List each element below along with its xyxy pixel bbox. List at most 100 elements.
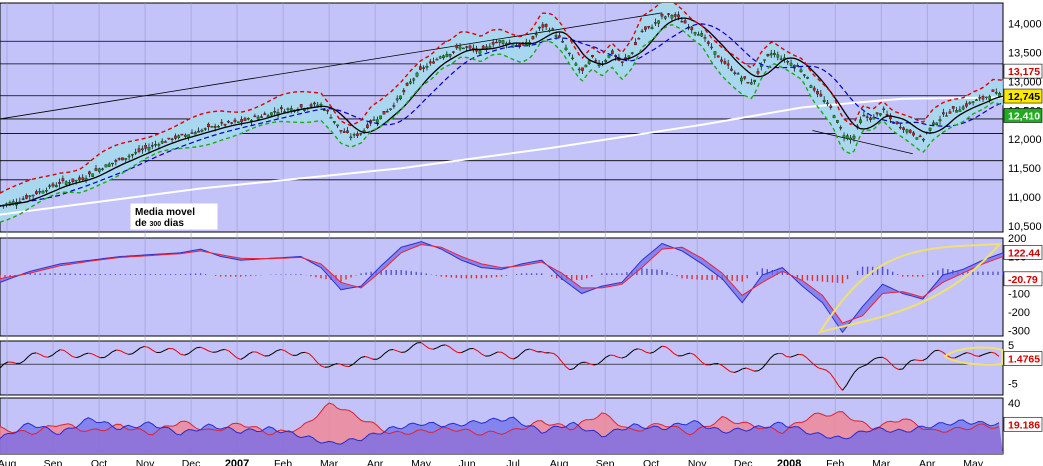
oscillator-segment: [657, 345, 663, 350]
macd-highlight-outline: [817, 242, 1003, 334]
month-label-14: Oct: [643, 458, 659, 466]
oscillator-segment: [220, 348, 225, 351]
macd-histogram-bar: [29, 273, 31, 275]
candle-body: [961, 106, 965, 110]
oscillator-segment: [513, 356, 518, 360]
month-label-2: Oct: [91, 458, 107, 466]
oscillator-segment: [55, 349, 61, 353]
candle-body: [908, 129, 912, 133]
candle-body: [660, 13, 664, 17]
oscillator-segment: [67, 352, 73, 357]
macd-histogram-bar: [937, 270, 939, 275]
candle-body: [756, 71, 760, 74]
volume-blue-line: [0, 416, 1000, 445]
oscillator-segment: [328, 364, 334, 368]
oscillator-segment: [437, 345, 442, 349]
candle-body: [94, 168, 98, 171]
candle-body: [428, 61, 432, 64]
candle-body: [991, 89, 995, 92]
macd-tick-2: -100: [1008, 288, 1030, 300]
macd-histogram-bar: [656, 269, 658, 275]
candle-body: [749, 82, 753, 85]
oscillator-segment: [858, 365, 863, 369]
macd-histogram-bar: [902, 274, 904, 277]
candle-body: [313, 102, 316, 105]
candle-body: [220, 122, 224, 124]
candle-body: [481, 45, 485, 50]
candle-body: [28, 195, 32, 197]
oscillator-segment: [750, 369, 755, 372]
macd-histogram-bar: [706, 274, 708, 280]
oscillator-segment: [834, 378, 839, 386]
candle-body: [101, 168, 104, 170]
oscillator-segment: [569, 368, 574, 371]
candle-body: [137, 148, 141, 152]
candle-body: [922, 138, 925, 141]
macd-histogram-bar: [731, 274, 733, 281]
oscillator-segment: [23, 356, 29, 362]
month-label-12: Aug: [550, 458, 569, 466]
candle-body: [574, 63, 578, 66]
macd-badge-text-1: -20.79: [1008, 274, 1038, 286]
candle-body: [485, 46, 488, 49]
oscillator-segment: [420, 342, 426, 347]
oscillator-segment: [501, 351, 506, 356]
oscillator-segment: [966, 352, 972, 355]
candle-body: [382, 111, 386, 115]
macd-histogram-bar: [972, 271, 974, 275]
candle-body: [932, 122, 935, 125]
candle-body: [409, 81, 412, 84]
candle-body: [640, 30, 644, 33]
candle-body: [319, 104, 323, 106]
oscillator-segment: [681, 353, 687, 357]
macd-histogram-bar: [415, 271, 417, 275]
oscillator-segment: [882, 356, 887, 360]
macd-histogram-bar: [49, 273, 51, 275]
candle-body: [21, 198, 25, 200]
macd-histogram-bar: [801, 274, 804, 280]
oscillator-segment: [112, 349, 117, 353]
candle-body: [551, 28, 555, 30]
candle-body: [147, 147, 151, 151]
volume-red-line: [0, 402, 1000, 436]
macd-histogram-bar: [756, 271, 758, 275]
trendline: [0, 12, 663, 120]
oscillator-segment: [453, 349, 458, 353]
macd-histogram-bar: [39, 273, 41, 275]
candle-body: [415, 72, 419, 77]
macd-histogram-bar: [154, 274, 157, 275]
month-label-20: Apr: [919, 458, 936, 466]
oscillator-segment: [39, 354, 45, 358]
month-label-19: Mar: [872, 458, 891, 466]
macd-histogram-bar: [149, 274, 152, 275]
macd-histogram-bar: [320, 274, 322, 279]
oscillator-segment: [886, 359, 892, 364]
oscillator-segment: [120, 350, 125, 354]
macd-histogram-bar: [0, 274, 1, 279]
candle-body: [769, 53, 773, 56]
oscillator-segment: [906, 360, 912, 365]
oscillator-segment: [51, 351, 57, 356]
oscillator-segment: [725, 368, 731, 372]
macd-histogram-bar: [410, 271, 412, 275]
oscillator-segment: [794, 353, 799, 357]
oscillator-segment: [665, 346, 671, 351]
macd-histogram-bar: [179, 274, 182, 275]
macd-histogram-bar: [741, 274, 743, 282]
oscillator-segment: [962, 352, 968, 355]
candle-body: [554, 35, 558, 37]
oscillator-segment: [332, 363, 338, 366]
macd-histogram-bar: [540, 273, 543, 275]
macd-histogram-bar: [861, 266, 864, 275]
oscillator-segment: [709, 363, 715, 366]
candle-body: [561, 41, 565, 43]
macd-histogram-bar: [380, 269, 382, 275]
candle-body: [203, 128, 207, 130]
macd-histogram-bar: [74, 273, 76, 275]
candle-body: [657, 20, 661, 24]
candle-body: [309, 104, 313, 107]
candle-body: [571, 57, 574, 60]
candle-body: [412, 78, 416, 81]
candle-body: [885, 114, 889, 116]
macd-histogram-bar: [385, 269, 387, 275]
